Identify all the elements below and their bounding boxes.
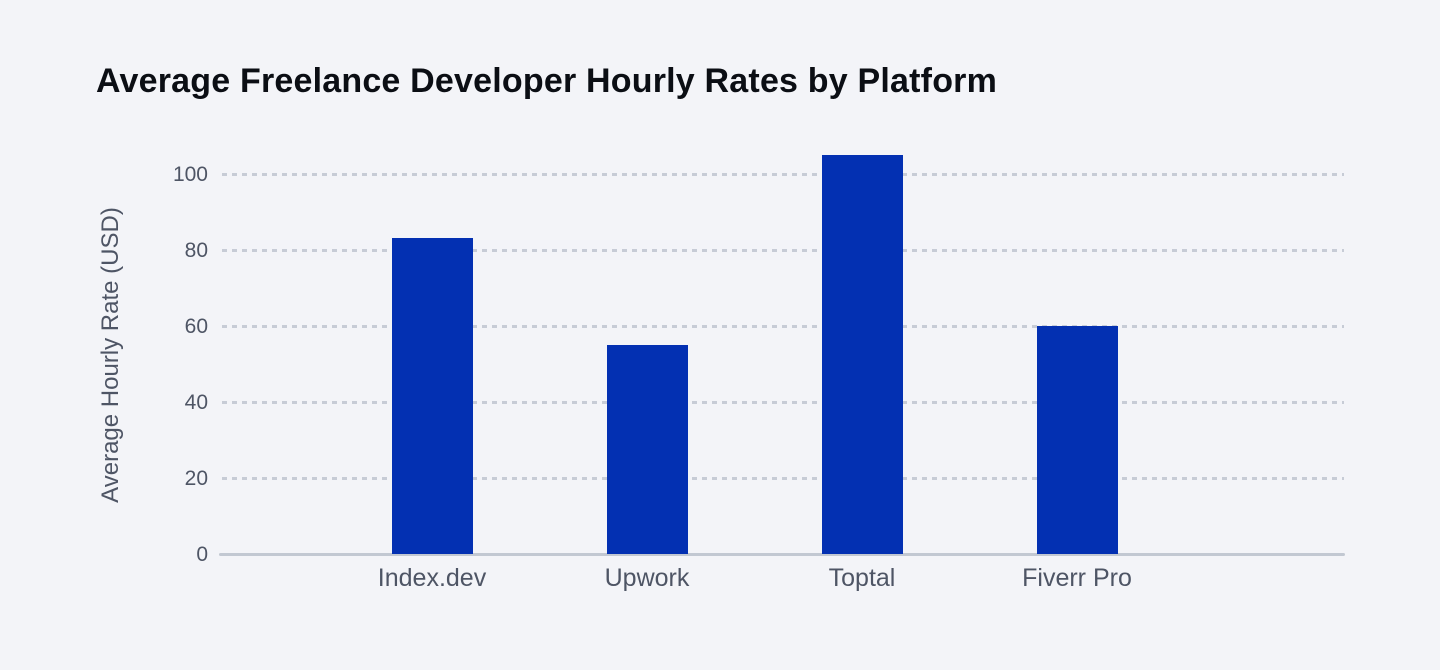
y-tick-label: 40 xyxy=(184,390,208,414)
gridline xyxy=(222,324,1344,328)
gridline xyxy=(222,476,1344,480)
bar-index-dev xyxy=(391,238,473,554)
bar-upwork xyxy=(606,344,688,554)
bar-toptal xyxy=(821,154,903,554)
gridline xyxy=(222,172,1344,176)
gridline xyxy=(222,400,1344,404)
gridline xyxy=(222,248,1344,252)
x-axis-category-label: Upwork xyxy=(604,564,690,592)
y-tick-label: 100 xyxy=(172,162,208,186)
chart-title: Average Freelance Developer Hourly Rates… xyxy=(96,62,998,100)
bar-fiverr-pro xyxy=(1036,325,1118,554)
x-axis-line xyxy=(219,553,1345,556)
x-axis-category-label: Toptal xyxy=(828,564,896,592)
x-axis-category-label: Fiverr Pro xyxy=(1022,564,1132,592)
y-axis-label: Average Hourly Rate (USD) xyxy=(97,207,124,503)
y-tick-label: 0 xyxy=(196,543,208,566)
x-axis-category-label: Index.dev xyxy=(377,564,487,592)
y-tick-label: 20 xyxy=(184,466,208,490)
y-tick-label: 60 xyxy=(184,314,208,338)
y-tick-label: 80 xyxy=(184,238,208,262)
